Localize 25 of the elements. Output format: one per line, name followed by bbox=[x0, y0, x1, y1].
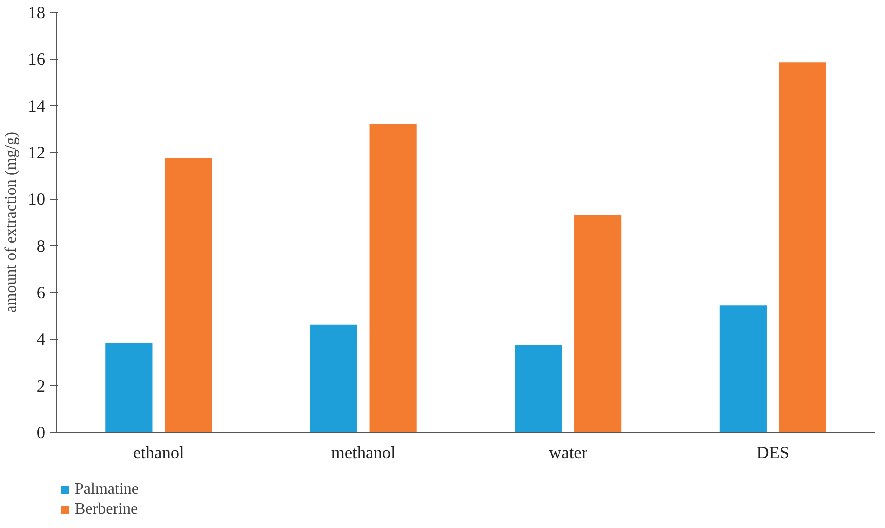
y-tick-label: 16 bbox=[28, 50, 46, 70]
bar bbox=[515, 345, 562, 432]
bar bbox=[779, 62, 826, 432]
legend-label: Berberine bbox=[75, 501, 138, 519]
bar bbox=[720, 306, 767, 432]
x-tick-label: DES bbox=[756, 444, 790, 462]
y-axis-title: amount of extraction (mg/g) bbox=[3, 132, 20, 313]
y-tick-label: 12 bbox=[28, 144, 46, 162]
bar bbox=[165, 158, 212, 432]
y-tick-label: 18 bbox=[28, 4, 46, 22]
y-tick-label: 8 bbox=[36, 236, 46, 256]
x-tick-label: water bbox=[549, 444, 588, 462]
x-tick-label: methanol bbox=[331, 444, 396, 462]
y-tick-label: 6 bbox=[36, 284, 46, 302]
y-tick-label: 0 bbox=[36, 424, 46, 442]
y-tick-label: 2 bbox=[36, 376, 46, 396]
y-tick-label: 14 bbox=[28, 96, 46, 116]
x-tick-label: ethanol bbox=[133, 444, 185, 462]
bar bbox=[574, 215, 622, 432]
legend-label: Palmatine bbox=[75, 481, 139, 499]
bar bbox=[106, 343, 153, 432]
bar bbox=[310, 324, 358, 432]
bar bbox=[370, 124, 417, 432]
y-tick-label: 10 bbox=[28, 190, 46, 210]
y-tick-label: 4 bbox=[36, 330, 46, 350]
